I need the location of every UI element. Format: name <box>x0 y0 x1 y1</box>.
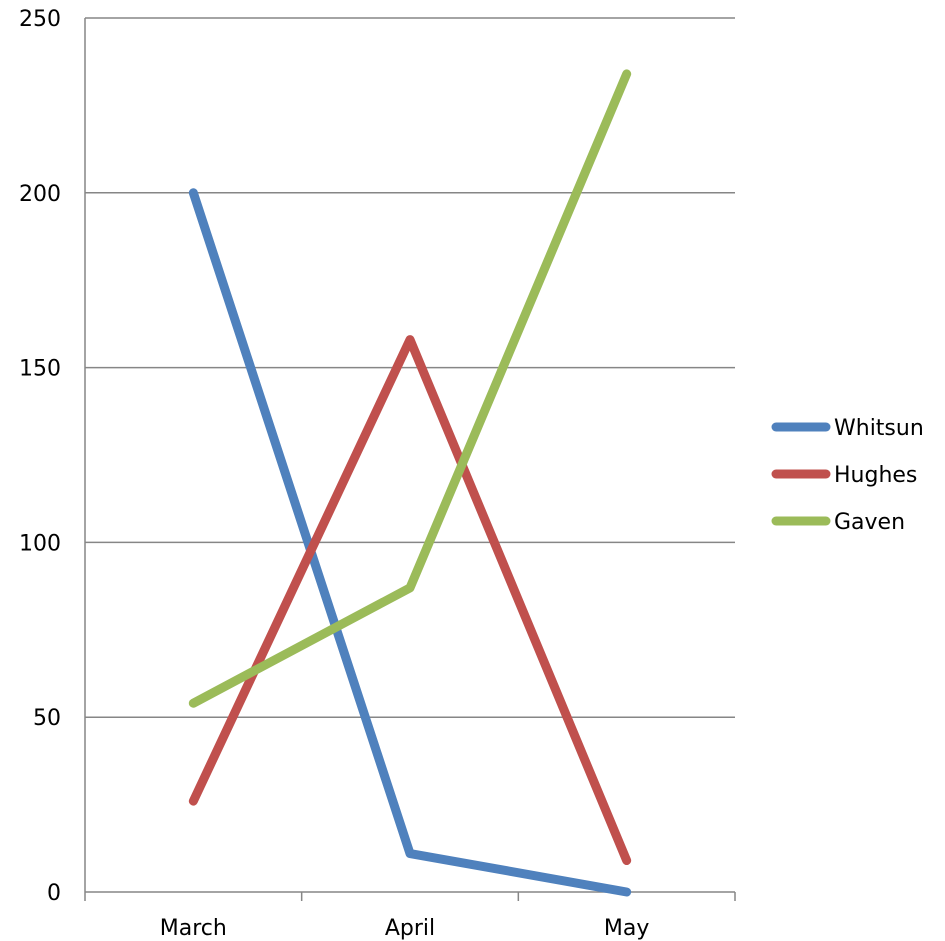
series-line-hughes <box>193 340 626 861</box>
y-axis-tick-labels: 0 50 100 150 200 250 <box>19 7 61 906</box>
y-tick-label: 150 <box>19 357 61 382</box>
y-tick-label: 100 <box>19 531 61 556</box>
y-tick-label: 200 <box>19 182 61 207</box>
legend-label-gaven: Gaven <box>834 510 905 535</box>
legend: Whitsun Hughes Gaven <box>776 416 924 535</box>
series-lines <box>193 74 627 892</box>
y-tick-label: 50 <box>33 706 61 731</box>
y-tick-label: 0 <box>47 881 61 906</box>
x-tick-label: March <box>160 916 227 941</box>
x-tick-label: May <box>604 916 649 941</box>
x-axis-ticks <box>85 892 735 901</box>
gridlines <box>85 18 735 717</box>
legend-label-hughes: Hughes <box>834 463 917 488</box>
legend-label-whitsun: Whitsun <box>834 416 924 441</box>
x-axis-tick-labels: March April May <box>160 916 650 941</box>
y-tick-label: 250 <box>19 7 61 32</box>
x-tick-label: April <box>385 916 435 941</box>
axes <box>85 18 735 892</box>
